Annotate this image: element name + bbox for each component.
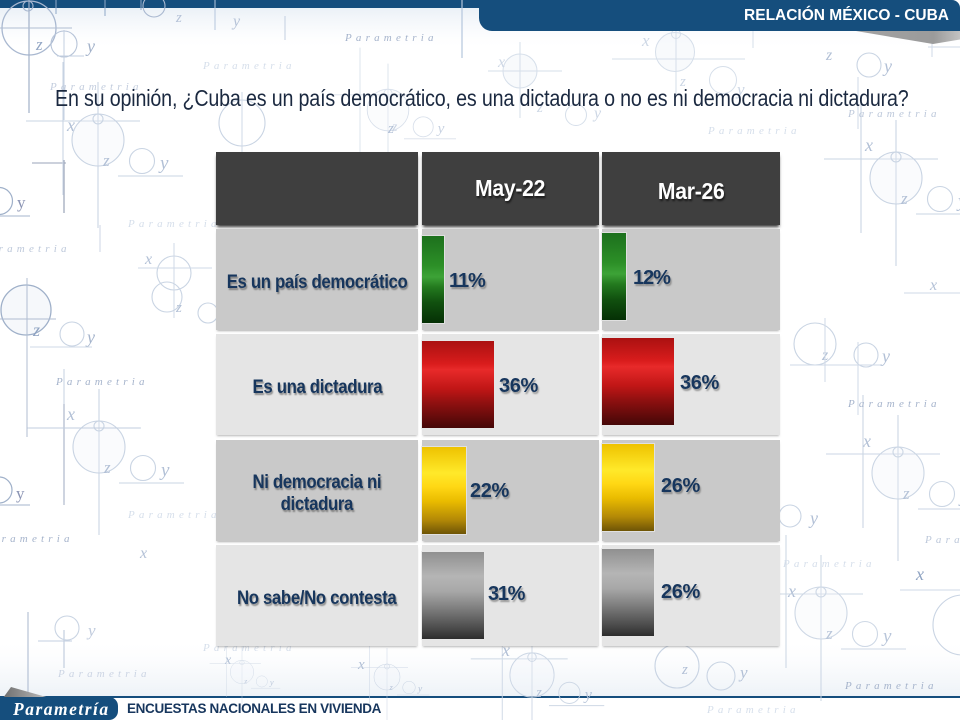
- svg-text:Parametria: Parametria: [55, 376, 149, 388]
- svg-text:Parametria: Parametria: [707, 125, 801, 137]
- svg-text:Parametria: Parametria: [49, 81, 143, 93]
- svg-text:z: z: [681, 662, 688, 678]
- svg-text:Parametria: Parametria: [706, 704, 800, 716]
- svg-text:y: y: [738, 663, 748, 682]
- svg-text:x: x: [915, 564, 924, 584]
- svg-text:Parametria: Parametria: [782, 558, 876, 570]
- svg-text:y: y: [231, 13, 241, 30]
- svg-text:x: x: [862, 431, 871, 451]
- svg-text:Parametria: Parametria: [844, 680, 938, 692]
- svg-text:x: x: [139, 545, 147, 562]
- svg-text:z: z: [175, 300, 182, 316]
- svg-text:Parametria: Parametria: [57, 668, 151, 680]
- svg-text:Parametria: Parametria: [0, 533, 74, 545]
- svg-text:y: y: [17, 193, 26, 212]
- svg-text:Parametria: Parametria: [847, 398, 941, 410]
- svg-text:x: x: [787, 581, 796, 601]
- svg-text:x: x: [501, 640, 510, 660]
- svg-text:Parametria: Parametria: [0, 243, 71, 255]
- svg-text:y: y: [880, 346, 890, 366]
- svg-text:Parametria: Parametria: [202, 60, 296, 72]
- svg-text:z: z: [35, 35, 43, 54]
- svg-text:z: z: [32, 320, 40, 340]
- svg-text:y: y: [735, 80, 745, 99]
- svg-text:x: x: [929, 277, 937, 294]
- svg-text:y: y: [592, 105, 602, 122]
- svg-text:y: y: [808, 508, 818, 528]
- svg-text:x: x: [224, 653, 232, 668]
- svg-text:z: z: [175, 10, 182, 26]
- svg-text:z: z: [387, 121, 394, 137]
- svg-text:x: x: [66, 404, 75, 424]
- svg-text:x: x: [357, 657, 365, 673]
- svg-text:x: x: [641, 31, 650, 50]
- svg-text:z: z: [679, 74, 686, 90]
- svg-text:y: y: [16, 484, 25, 503]
- svg-text:x: x: [144, 251, 152, 268]
- svg-text:y: y: [85, 327, 95, 347]
- svg-text:Parametria: Parametria: [847, 108, 941, 120]
- svg-text:Parametria: Parametria: [127, 509, 221, 521]
- svg-text:x: x: [66, 115, 75, 135]
- svg-text:x: x: [864, 135, 873, 155]
- svg-text:y: y: [86, 621, 96, 640]
- svg-text:z: z: [825, 47, 833, 64]
- svg-text:z: z: [536, 100, 543, 116]
- svg-text:Parametria: Parametria: [344, 32, 438, 44]
- svg-text:Parametria: Parametria: [127, 218, 221, 230]
- svg-text:y: y: [85, 36, 95, 56]
- svg-text:Parametria: Parametria: [924, 534, 960, 546]
- svg-text:y: y: [882, 56, 892, 76]
- svg-text:x: x: [497, 54, 505, 71]
